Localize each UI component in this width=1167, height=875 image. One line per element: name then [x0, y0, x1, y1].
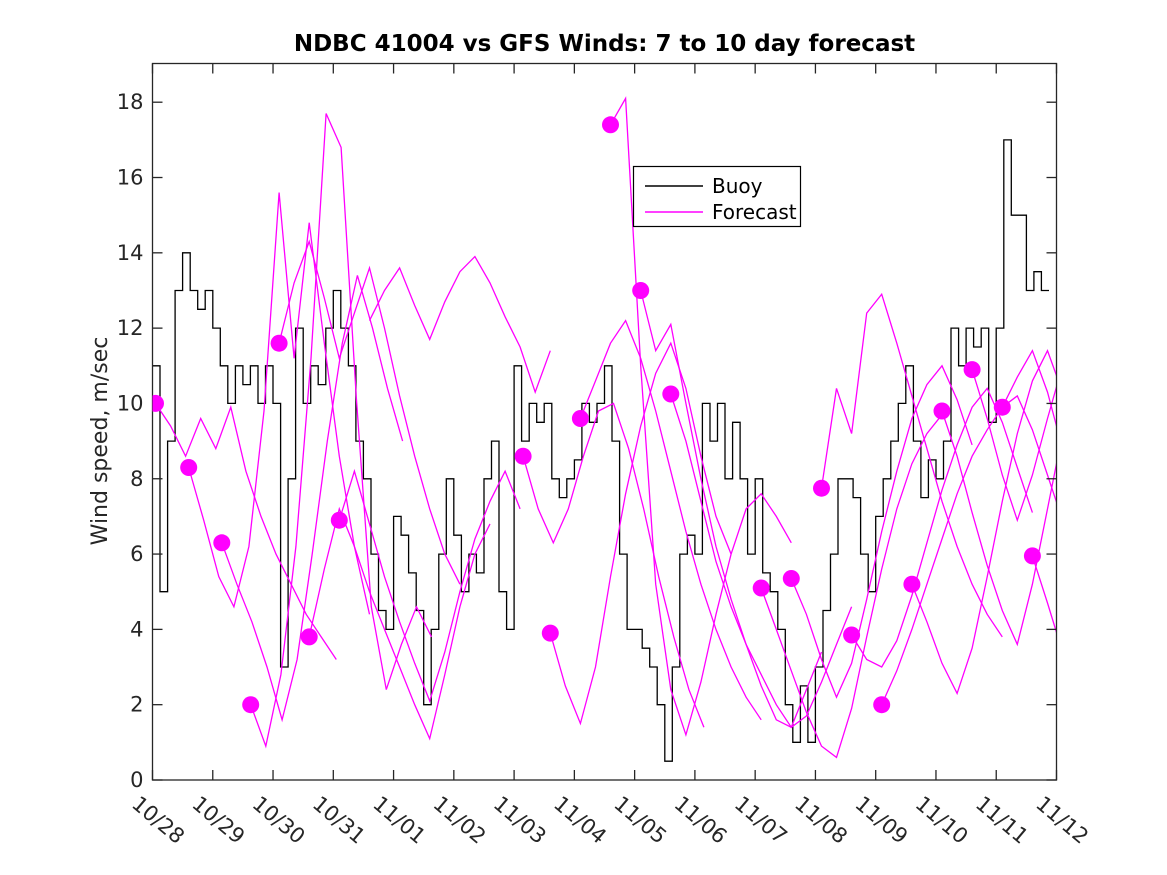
x-tick-label-6: 11/03 — [489, 791, 551, 848]
forecast-start-dot-9 — [541, 624, 559, 642]
forecast-start-dot-15 — [782, 570, 800, 587]
legend-buoy-label: Buoy — [712, 174, 763, 198]
y-tick-label-5: 10 — [117, 391, 144, 415]
y-tick-label-4: 8 — [130, 467, 143, 491]
forecast-run-12 — [640, 290, 823, 729]
legend-forecast-label: Forecast — [712, 200, 797, 224]
forecast-start-dot-22 — [993, 398, 1011, 416]
x-tick-label-2: 10/30 — [248, 791, 310, 848]
forecast-start-dot-1 — [180, 459, 198, 476]
data-series-layer — [152, 96, 1057, 762]
forecast-start-dot-12 — [632, 282, 650, 299]
forecast-start-dot-13 — [662, 385, 680, 403]
forecast-start-dot-6 — [330, 511, 348, 529]
forecast-run-19 — [911, 349, 1057, 696]
y-tick-label-3: 6 — [130, 542, 143, 566]
x-tick-label-7: 11/04 — [549, 791, 611, 848]
forecast-start-dot-16 — [813, 479, 830, 497]
y-tick-label-6: 12 — [117, 316, 144, 340]
x-tick-label-3: 10/31 — [308, 791, 370, 848]
x-tick-label-13: 11/10 — [911, 791, 973, 848]
forecast-start-dot-17 — [843, 626, 861, 644]
forecast-run-18 — [881, 394, 1057, 705]
forecast-start-dot-8 — [514, 447, 532, 465]
forecast-run-3 — [250, 113, 433, 749]
y-tick-label-2: 4 — [130, 617, 143, 641]
forecast-run-9 — [549, 341, 732, 726]
forecast-start-markers-layer — [152, 116, 1041, 714]
x-tick-label-12: 11/09 — [850, 791, 912, 848]
forecast-run-4 — [278, 239, 461, 585]
legend-box — [632, 165, 802, 228]
forecast-start-dot-19 — [903, 575, 921, 593]
forecast-start-dot-3 — [242, 696, 260, 714]
forecast-run-8 — [522, 402, 705, 728]
legend: Buoy Forecast — [632, 165, 802, 228]
x-tick-label-5: 11/02 — [429, 791, 491, 848]
forecast-run-22 — [1001, 349, 1057, 429]
forecast-start-dot-10 — [571, 410, 589, 427]
x-tick-label-9: 11/06 — [670, 791, 732, 848]
y-tick-label-1: 2 — [130, 693, 143, 717]
axes-frame-layer — [151, 62, 1058, 781]
forecast-run-0 — [154, 403, 337, 660]
plot-border — [151, 62, 1058, 781]
x-tick-label-1: 10/29 — [188, 791, 250, 848]
forecast-run-20 — [941, 410, 1057, 647]
y-tick-label-8: 16 — [117, 166, 144, 190]
y-tick-label-0: 0 — [130, 768, 143, 792]
buoy-line — [152, 139, 1049, 762]
forecast-start-dot-4 — [270, 334, 288, 352]
y-tick-label-7: 14 — [117, 241, 144, 265]
x-tick-label-15: 11/12 — [1031, 791, 1093, 848]
forecast-start-dot-20 — [933, 402, 951, 420]
y-tick-label-9: 18 — [117, 90, 144, 114]
forecast-run-16 — [820, 292, 1003, 638]
x-tick-label-11: 11/08 — [790, 791, 852, 848]
forecast-start-dot-2 — [213, 534, 231, 552]
chart-title: NDBC 41004 vs GFS Winds: 7 to 10 day for… — [294, 31, 915, 57]
x-tick-label-10: 11/07 — [730, 791, 792, 848]
x-tick-label-4: 11/01 — [368, 791, 430, 848]
forecast-run-17 — [851, 387, 1034, 668]
forecast-start-dot-18 — [873, 696, 891, 714]
forecast-run-10 — [579, 319, 762, 721]
x-tick-label-14: 11/11 — [971, 791, 1033, 848]
forecast-run-2 — [221, 275, 404, 723]
forecast-start-dot-5 — [300, 628, 318, 646]
x-tick-label-8: 11/05 — [609, 791, 671, 848]
forecast-run-15 — [790, 364, 973, 699]
forecast-run-1 — [188, 192, 371, 615]
forecast-run-7 — [368, 255, 551, 395]
axes-ticks-layer: 10/2810/2910/3010/3111/0111/0211/0311/04… — [117, 63, 1093, 849]
forecast-run-5 — [308, 506, 491, 741]
forecast-run-21 — [971, 369, 1057, 523]
forecast-start-dot-21 — [963, 361, 981, 379]
forecast-start-dot-0 — [152, 394, 164, 412]
forecast-start-dot-23 — [1023, 547, 1041, 565]
x-tick-label-0: 10/28 — [127, 791, 189, 848]
forecast-run-13 — [670, 393, 853, 729]
forecast-run-11 — [609, 96, 792, 737]
forecast-run-14 — [760, 414, 943, 759]
forecast-start-dot-11 — [602, 116, 619, 134]
forecast-run-6 — [338, 468, 521, 703]
forecast-start-dot-14 — [752, 579, 770, 597]
y-axis-label: Wind speed, m/sec — [88, 337, 113, 546]
